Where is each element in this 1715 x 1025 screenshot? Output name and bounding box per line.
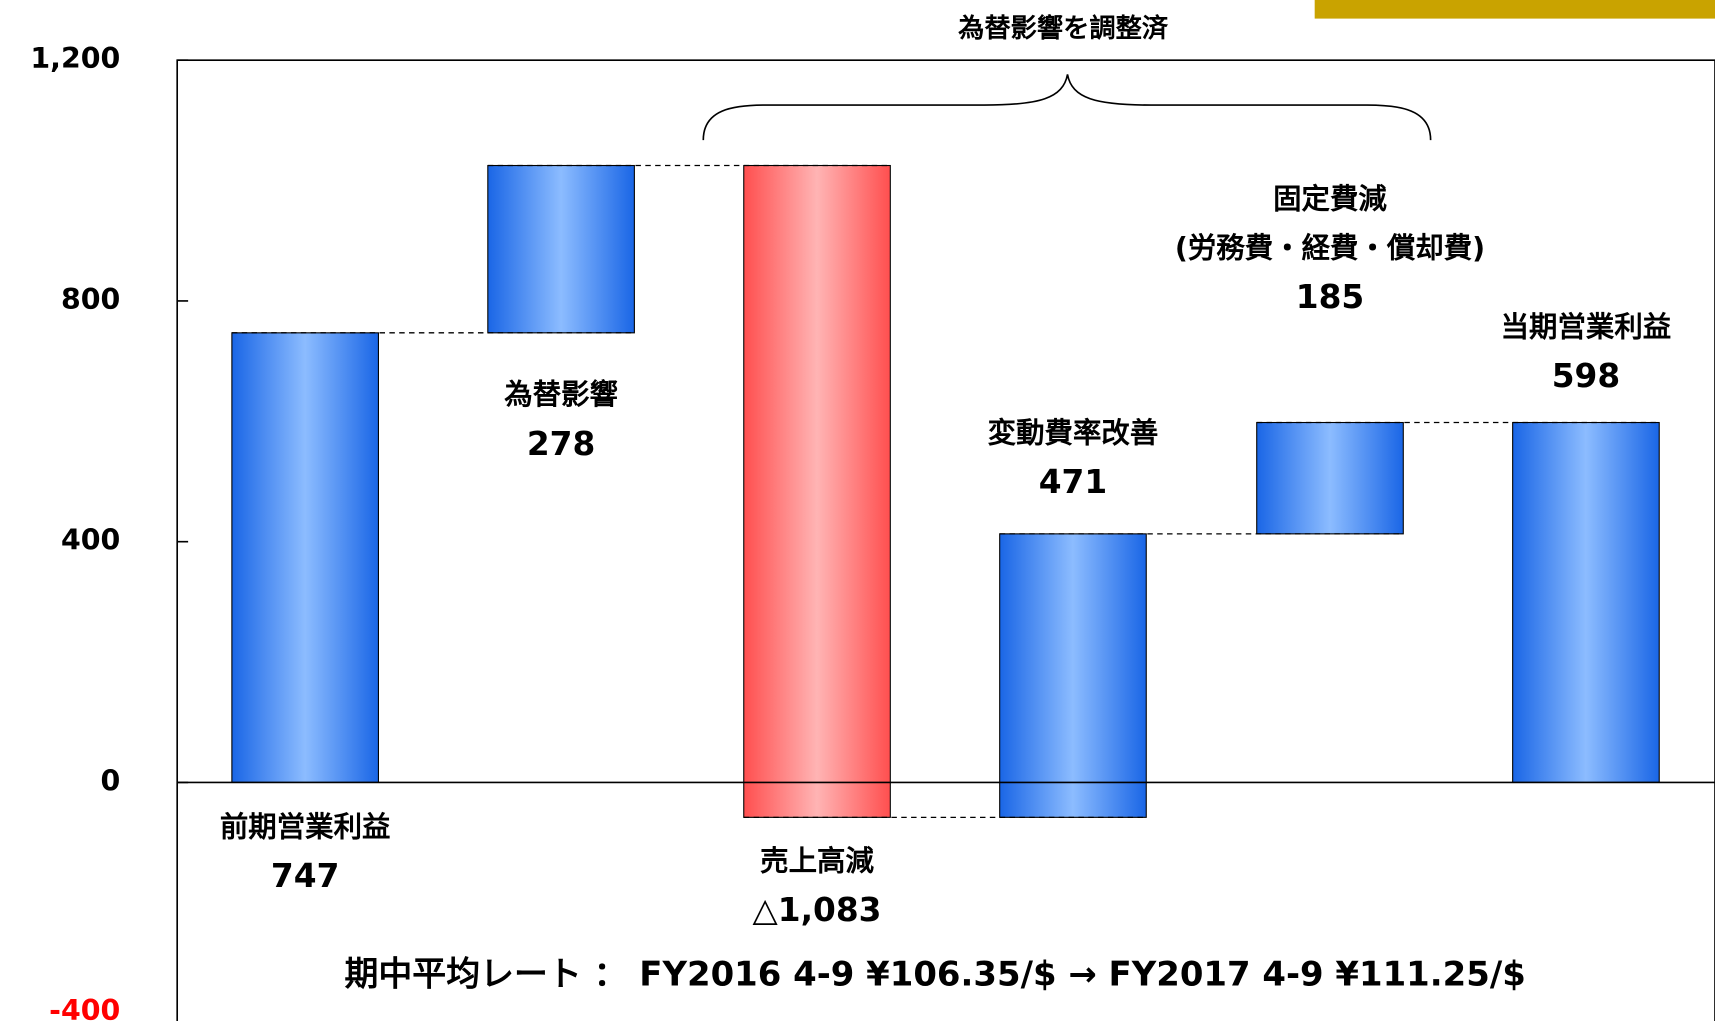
bar <box>231 332 379 783</box>
value-label: △1,083 <box>753 891 882 929</box>
category-label: 売上高減 <box>760 844 874 877</box>
value-label: 185 <box>1296 278 1364 316</box>
annotation: 為替影響を調整済 <box>958 13 1169 44</box>
category-label: 固定費減 <box>1273 182 1387 215</box>
bar <box>743 164 891 818</box>
bar <box>999 533 1147 818</box>
value-label: 278 <box>527 425 595 463</box>
y-tick-label: -400 <box>49 994 120 1021</box>
category-label: 変動費率改善 <box>988 416 1159 449</box>
header-accent <box>1314 0 1715 19</box>
y-tick-label: 1,200 <box>30 42 120 75</box>
y-tick-label: 0 <box>101 764 121 797</box>
footnote: 期中平均レート ： FY2016 4-9 ¥106.35/$ → FY2017 … <box>345 955 1526 994</box>
y-tick-label: 800 <box>61 283 120 316</box>
value-label: 598 <box>1552 357 1620 395</box>
category-label: 前期営業利益 <box>220 810 391 843</box>
bar <box>1256 421 1404 535</box>
value-label: 747 <box>271 857 339 895</box>
bar <box>1512 421 1660 783</box>
plot-frame <box>176 59 1715 1025</box>
category-label: 為替影響 <box>504 378 618 411</box>
value-label: 471 <box>1039 463 1107 501</box>
bar <box>487 164 635 334</box>
brace <box>702 74 1432 141</box>
category-label: 当期営業利益 <box>1501 310 1672 343</box>
y-tick-label: 400 <box>61 524 120 557</box>
category-label: (労務費・経費・償却費) <box>1175 232 1485 265</box>
